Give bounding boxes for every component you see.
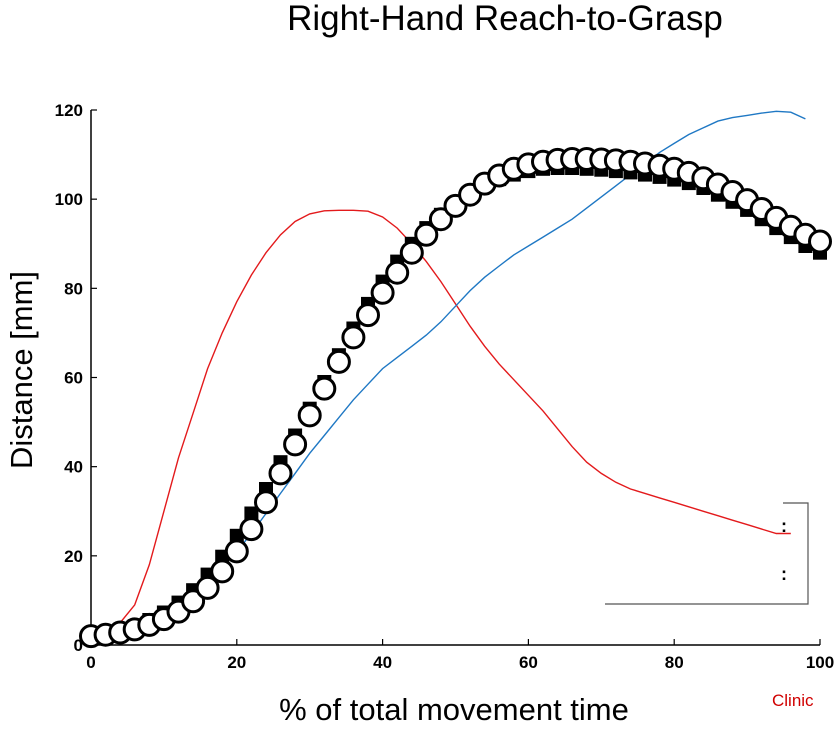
y-axis-label: Distance [mm] <box>4 271 39 469</box>
y-tick-label: 40 <box>64 458 83 477</box>
x-tick-label: 80 <box>665 653 684 672</box>
data-point-circle <box>385 260 410 285</box>
axes: 0 20 40 60 80 100 0 20 40 60 80 100 120 <box>55 101 834 672</box>
y-tick-label: 60 <box>64 369 83 388</box>
x-tick-label: 40 <box>373 653 392 672</box>
y-tick-label: 120 <box>55 101 83 120</box>
clinic-annotation: Clinic <box>772 691 814 710</box>
data-point-circle <box>181 589 206 614</box>
series-line-2 <box>90 209 791 637</box>
x-tick-label: 60 <box>519 653 538 672</box>
data-point-circle <box>399 240 424 265</box>
legend-frame <box>605 502 809 605</box>
data-point-circle <box>414 222 439 247</box>
data-point-circle <box>268 461 293 486</box>
data-point-circle <box>210 559 235 584</box>
x-tick-label: 0 <box>86 653 95 672</box>
data-point-circle <box>297 403 322 428</box>
data-point-square <box>244 506 259 521</box>
data-point-circle <box>254 490 278 515</box>
data-point-circle <box>341 325 366 350</box>
data-point-circle <box>239 517 264 542</box>
legend-box: :: <box>605 502 809 605</box>
y-tick-label: 80 <box>64 279 83 298</box>
y-tick-label: 0 <box>74 636 83 655</box>
data-point-circle <box>326 349 351 374</box>
series-layer <box>79 110 832 649</box>
data-point-circle <box>224 539 249 564</box>
y-tick-label: 20 <box>64 547 83 566</box>
chart-title: Right-Hand Reach-to-Grasp <box>287 0 723 38</box>
data-point-circle <box>428 207 453 232</box>
x-tick-label: 20 <box>227 653 246 672</box>
data-point-circle <box>808 229 832 254</box>
data-point-circle <box>283 432 308 457</box>
data-point-circle <box>370 280 395 305</box>
data-point-circle <box>356 303 380 328</box>
data-point-circle <box>195 575 220 600</box>
y-tick-label: 100 <box>55 190 83 209</box>
legend-mark: : <box>781 564 787 584</box>
x-tick-label: 100 <box>806 653 834 672</box>
x-axis-label: % of total movement time <box>279 692 629 727</box>
data-point-circle <box>312 376 337 401</box>
legend-mark: : <box>781 516 787 536</box>
